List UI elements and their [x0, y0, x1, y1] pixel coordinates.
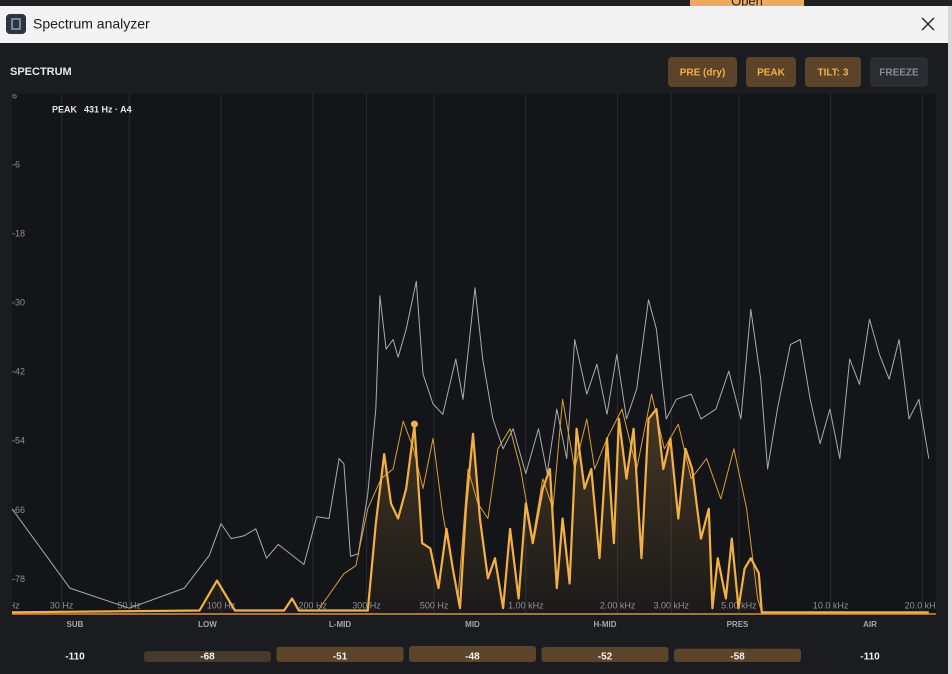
- band-value: -58: [730, 652, 745, 663]
- y-tick-label: -54: [12, 436, 25, 446]
- section-label: SPECTRUM: [10, 66, 72, 78]
- toolbar-button-label: PRE (dry): [680, 68, 726, 79]
- band-meter: [541, 647, 669, 662]
- peak-label: PEAK: [52, 104, 78, 114]
- x-tick-label: 10.0 kHz: [813, 600, 849, 610]
- toolbar-button-label: TILT: 3: [818, 68, 849, 79]
- x-tick-label: 20 Hz: [0, 600, 20, 610]
- y-tick-label: -6: [12, 159, 20, 169]
- window-title: Spectrum analyzer: [33, 16, 150, 32]
- open-button-label: Open: [731, 0, 763, 8]
- x-tick-label: 50 Hz: [118, 600, 142, 610]
- app-icon-glyph: [11, 18, 21, 30]
- toolbar-button[interactable]: [668, 57, 737, 87]
- toolbar-button[interactable]: [746, 57, 796, 87]
- toolbar: PRE (dry) PEAK TILT: 3 FREEZE: [668, 57, 928, 87]
- x-tick-label: 30 Hz: [50, 600, 74, 610]
- background-app: Open: [690, 0, 804, 8]
- band-label: LOW: [198, 620, 217, 629]
- app-icon: [6, 14, 26, 34]
- y-tick-label: -18: [12, 229, 25, 239]
- band-meter: [674, 648, 801, 662]
- y-tick-label: 6: [12, 90, 17, 100]
- title-bar: [0, 6, 948, 43]
- peak-marker: [410, 420, 418, 428]
- y-tick-label: -42: [12, 367, 25, 377]
- band-meter: [276, 646, 404, 662]
- band-meter: [409, 646, 536, 662]
- band-value: -68: [200, 652, 215, 663]
- x-tick-label: 200 Hz: [299, 600, 328, 610]
- toolbar-button[interactable]: [870, 57, 928, 87]
- close-button[interactable]: [921, 17, 935, 31]
- band-value: -48: [465, 652, 480, 663]
- band-label: MID: [465, 620, 480, 629]
- y-tick-label: -78: [12, 574, 25, 584]
- band-meter: [144, 651, 271, 662]
- area-fill: [12, 409, 929, 614]
- band-label: H-MID: [593, 620, 616, 629]
- window-edge: [948, 6, 952, 674]
- band-value: -52: [598, 652, 613, 663]
- band-label: SUB: [67, 620, 84, 629]
- spectrum-line: [12, 408, 929, 614]
- band-label: L-MID: [329, 620, 351, 629]
- y-tick-label: -66: [12, 505, 25, 515]
- x-tick-label: 300 Hz: [352, 600, 381, 610]
- x-tick-label: 20.0 kHz: [905, 600, 941, 610]
- peak-text: 431 Hz · A4: [84, 104, 132, 114]
- band-value: -110: [860, 652, 880, 663]
- toolbar-button-label: FREEZE: [879, 68, 919, 79]
- y-tick-label: -30: [12, 298, 25, 308]
- band-value: -110: [65, 652, 85, 663]
- band-label: PRES: [727, 620, 749, 629]
- toolbar-button-label: PEAK: [757, 68, 786, 79]
- toolbar-button[interactable]: [805, 57, 861, 87]
- band-label: AIR: [863, 620, 877, 629]
- open-button[interactable]: [690, 0, 804, 6]
- band-value: -51: [333, 652, 348, 663]
- spectrum-line: [12, 280, 930, 609]
- band-meters: SUB -110 LOW -68 L-MID -51 MID -48 H-MID -52 PRES -…: [65, 620, 880, 663]
